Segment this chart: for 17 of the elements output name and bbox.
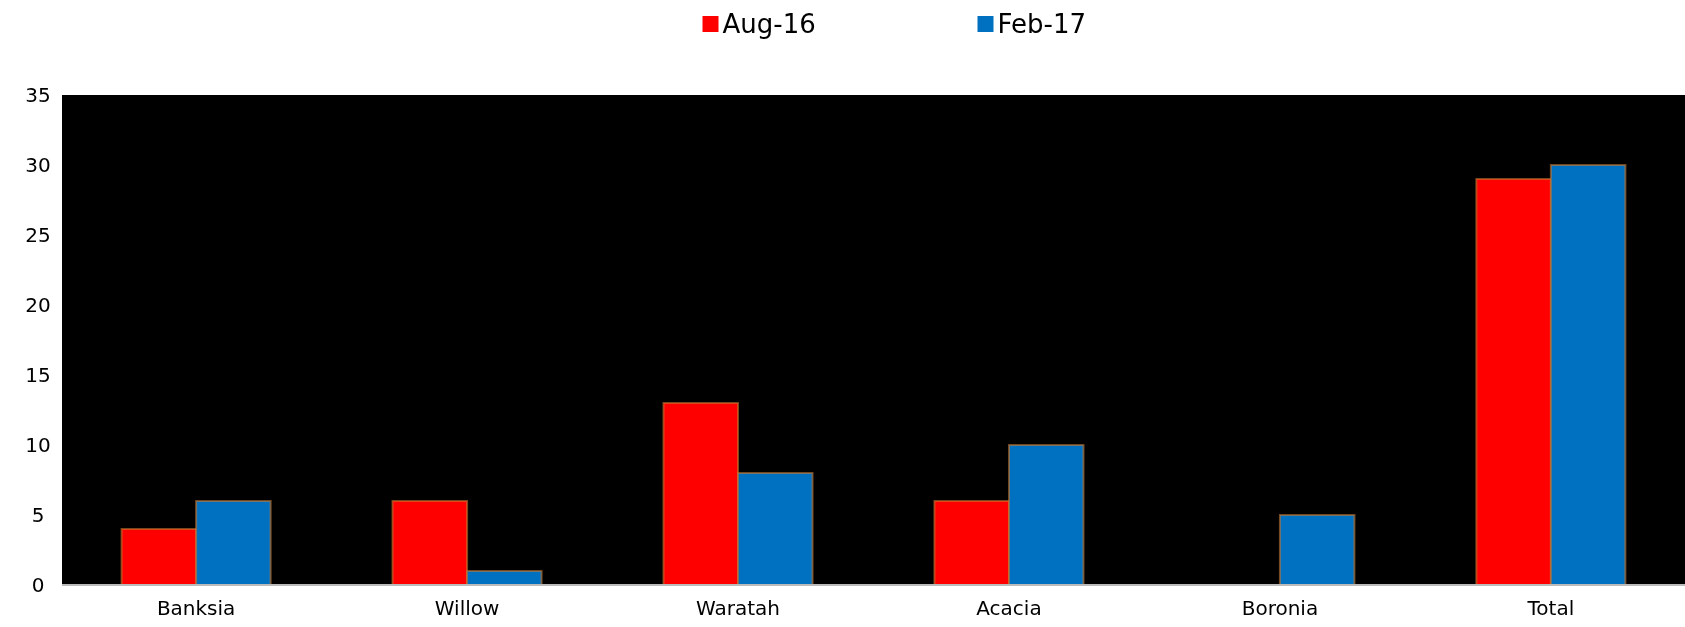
x-tick-label: Boronia (1241, 596, 1319, 620)
legend-label: Aug-16 (722, 9, 816, 40)
y-tick-label: 15 (25, 363, 51, 387)
legend-label: Feb-17 (997, 9, 1086, 40)
y-tick-label: 35 (25, 83, 51, 107)
x-tick-label: Waratah (696, 596, 781, 620)
y-tick-label: 30 (25, 153, 51, 177)
x-tick-label: Acacia (976, 596, 1042, 620)
x-tick-label: Willow (434, 596, 500, 620)
y-tick-label: 0 (31, 573, 45, 597)
x-tick-label: Banksia (156, 596, 236, 620)
y-tick-label: 25 (25, 223, 51, 247)
y-tick-label: 5 (31, 503, 45, 527)
bar (1278, 514, 1356, 586)
y-tick-label: 20 (25, 293, 51, 317)
x-tick-label: Total (1526, 596, 1575, 620)
y-tick-label: 10 (25, 433, 51, 457)
